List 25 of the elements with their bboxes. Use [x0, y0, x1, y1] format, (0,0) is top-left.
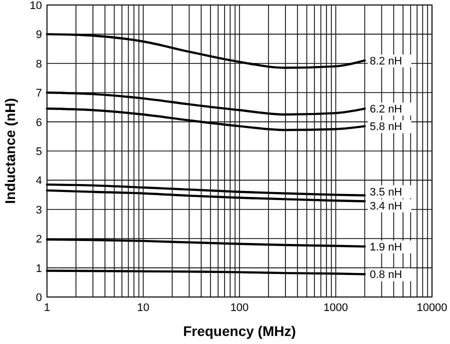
series-label: 1.9 nH: [370, 241, 402, 254]
y-tick-label: 10: [30, 0, 42, 12]
y-tick-label: 4: [36, 175, 42, 188]
series-label: 3.5 nH: [370, 186, 402, 198]
x-tick-label: 100: [230, 302, 249, 314]
x-tick-label: 1: [44, 302, 50, 314]
x-tick-label: 10000: [416, 302, 448, 314]
y-tick-label: 2: [36, 234, 42, 246]
x-tick-label: 1000: [324, 302, 348, 314]
y-axis-title: Inductance (nH): [2, 98, 18, 204]
series-label: 3.4 nH: [370, 200, 402, 212]
y-tick-label: 0: [36, 292, 42, 304]
y-tick-label: 3: [36, 204, 42, 216]
series-label: 8.2 nH: [370, 55, 402, 68]
y-tick-label: 5: [36, 146, 42, 158]
y-tick-label: 7: [36, 88, 42, 100]
y-tick-label: 8: [36, 58, 42, 70]
series-label: 5.8 nH: [370, 121, 402, 134]
x-axis-title: Frequency (MHz): [183, 323, 296, 339]
x-tick-label: 10: [137, 302, 150, 314]
y-tick-label: 9: [36, 29, 42, 42]
y-tick-label: 1: [36, 262, 42, 275]
series-label: 6.2 nH: [370, 104, 402, 116]
series-label: 0.8 nH: [370, 269, 402, 282]
y-tick-label: 6: [36, 116, 42, 129]
